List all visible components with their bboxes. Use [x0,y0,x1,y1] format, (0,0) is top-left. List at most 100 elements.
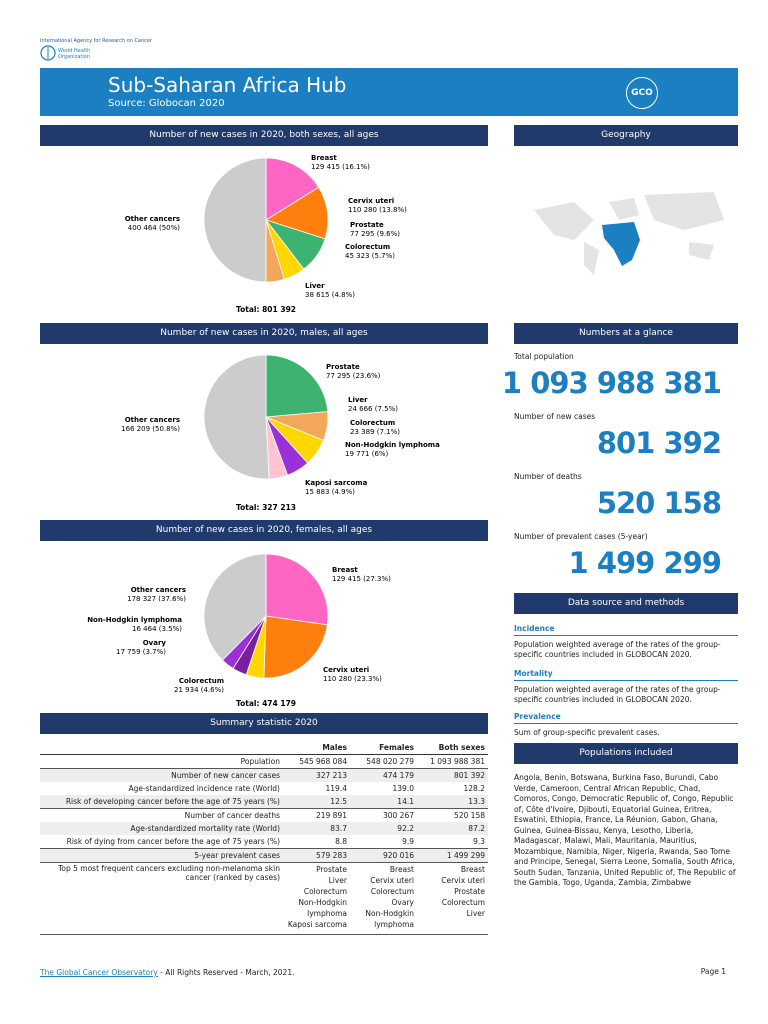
row-label: Age-standardized mortality rate (World) [130,824,280,833]
pie-total: Total: 801 392 [236,305,296,314]
row: Number of new cancer cases 327 213 474 179… [40,768,488,782]
value-cell: 1 093 988 381 [430,757,485,766]
slice-value: 38 615 (4.8%) [305,291,355,299]
value-cell: 83.7 [330,824,347,833]
top5-cell: Breast Cervix uteri Colorectum Ovary Non-Hod… [350,863,417,935]
header-row: Males Females Both sexes [40,741,488,755]
value-cell: 219 891 [315,811,347,820]
value-cell: 801 392 [453,771,485,780]
cell [40,741,283,755]
cancer-name: Cervix uteri [441,876,485,885]
cancer-name: Liver [328,876,347,885]
glance-label: Number of prevalent cases (5-year) [514,532,648,541]
slice-name: Non-Hodgkin lymphoma [345,441,440,449]
method-text: Population weighted average of the rates… [514,640,721,659]
method-text: Sum of group-specific prevalent cases. [514,728,660,737]
slice-name: Breast [311,154,337,162]
cancer-name: Breast [460,865,485,874]
subtitle: Source: Globocan 2020 [108,98,225,109]
cancer-name: Prostate [316,865,347,874]
summary-table: Males Females Both sexes Population 545 968 … [40,741,488,935]
column-header: Both sexes [438,743,485,752]
glance-value: 1 093 988 381 [501,366,722,400]
slice-value: 110 280 (23.3%) [323,675,382,683]
row: Risk of developing cancer before the age… [40,795,488,809]
value-cell: 14.1 [397,797,414,806]
cancer-name: Cervix uteri [370,876,414,885]
row-label: Risk of dying from cancer before the age… [66,837,280,846]
top5-cell: Prostate Liver Colorectum Non-Hodgkin lymph… [283,863,350,935]
slice-name: Non-Hodgkin lymphoma [87,616,182,624]
cancer-name: Non-Hodgkin lymphoma [298,898,347,918]
value-cell: 548 020 279 [366,757,414,766]
top5-cell: Breast Cervix uteri Prostate Colorectum Live… [417,863,488,935]
row-label: Number of new cancer cases [171,771,280,780]
pie-slice [265,553,329,626]
slice-name: Other cancers [125,416,180,424]
method-term: Prevalence [514,712,738,724]
slice-name: Liver [348,396,368,404]
value-cell: 300 267 [382,811,414,820]
slice-value: 129 415 (16.1%) [311,163,370,171]
who-logo [40,45,56,61]
value-cell: 474 179 [382,771,414,780]
value-cell: 128.2 [463,784,485,793]
row-label: 5-year prevalent cases [194,851,280,860]
column-header: Males [322,743,347,752]
pie-slice [203,157,267,283]
banner [40,68,738,116]
value-cell: 92.2 [397,824,414,833]
method-text: Population weighted average of the rates… [514,685,721,704]
slice-name: Breast [332,566,358,574]
slice-value: 110 280 (13.8%) [348,206,407,214]
slice-name: Cervix uteri [348,197,394,205]
value-cell: 920 016 [382,851,414,860]
slice-value: 16 464 (3.5%) [132,625,182,633]
pie-total: Total: 474 179 [236,699,296,708]
row: 5-year prevalent cases 579 283 920 016 1 49… [40,848,488,863]
cancer-name: Liver [466,909,485,918]
map-region [602,222,640,266]
slice-name: Colorectum [345,243,390,251]
populations-text: Angola, Benin, Botswana, Burkina Faso, B… [514,773,736,887]
row-label: Risk of developing cancer before the age… [65,797,280,806]
slice-name: Other cancers [125,215,180,223]
value-cell: 87.2 [468,824,485,833]
row: Risk of dying from cancer before the age… [40,835,488,849]
glance-label: Total population [514,352,574,361]
slice-value: 24 666 (7.5%) [348,405,398,413]
section-header: Populations included [514,743,738,764]
pie-slice [263,615,328,679]
cancer-name: Colorectum [441,898,485,907]
slice-name: Prostate [326,363,360,371]
slice-value: 400 464 (50%) [128,224,180,232]
section-header: Numbers at a glance [514,323,738,344]
glance-value: 1 499 299 [568,546,722,580]
cancer-name: Colorectum [370,887,414,896]
row-label: Number of cancer deaths [184,811,280,820]
value-cell: 12.5 [330,797,347,806]
value-cell: 119.4 [325,784,347,793]
slice-value: 17 759 (3.7%) [116,648,166,656]
footer-link[interactable]: The Global Cancer Observatory [40,968,158,977]
footer-text: - All Rights Reserved - March, 2021. [157,968,295,977]
value-cell: 520 158 [453,811,485,820]
section-header: Data source and methods [514,593,738,614]
slice-value: 21 934 (4.6%) [174,686,224,694]
slice-value: 178 327 (37.6%) [127,595,186,603]
section-header: Number of new cases in 2020, females, al… [40,520,488,541]
pie-slice [203,553,267,661]
slice-name: Kaposi sarcoma [305,479,368,487]
row-label: Population [240,757,280,766]
method-term: Mortality [514,669,738,681]
row-label: Age-standardized incidence rate (World) [128,784,280,793]
glance-value: 520 158 [596,486,722,520]
pie-total: Total: 327 213 [236,503,296,512]
slice-name: Liver [305,282,325,290]
top5-row: Top 5 most frequent cancers excluding no… [40,863,488,935]
slice-value: 77 295 (23.6%) [326,372,381,380]
value-cell: 9.3 [473,837,485,846]
slice-name: Cervix uteri [323,666,369,674]
pie-slice [265,157,320,221]
